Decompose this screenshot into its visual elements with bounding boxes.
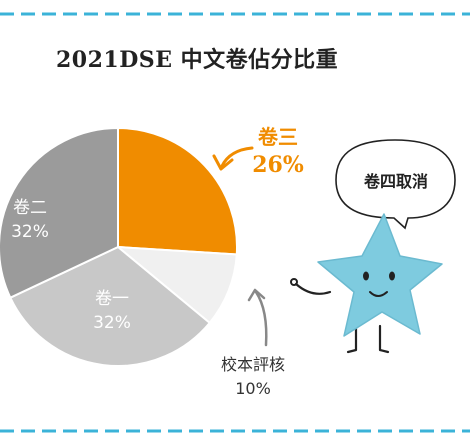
bottom-dashed-border — [0, 429, 470, 433]
slice-paper-1-value-label: 32% — [93, 313, 131, 333]
slice-sba-name-label: 校本評核 — [221, 355, 285, 374]
callout-text: 卷四取消 — [363, 172, 428, 191]
slice-paper-2-name-label: 卷二 — [13, 198, 47, 218]
slice-paper-3-name-label: 卷三 — [258, 125, 298, 149]
slice-sba-value-label: 10% — [235, 379, 271, 398]
slice-paper-3 — [117, 126, 238, 256]
slice-paper-2-value-label: 32% — [11, 222, 49, 242]
chart-title: 2021DSE 中文卷佔分比重 — [56, 47, 339, 73]
slice-sba — [114, 245, 238, 325]
slice-paper-1-name-label: 卷一 — [95, 289, 129, 309]
slice-paper-1 — [8, 245, 212, 367]
slice-paper-3-value-label: 26% — [252, 152, 304, 178]
slice-paper-2 — [0, 126, 119, 300]
top-dashed-border — [0, 12, 470, 16]
